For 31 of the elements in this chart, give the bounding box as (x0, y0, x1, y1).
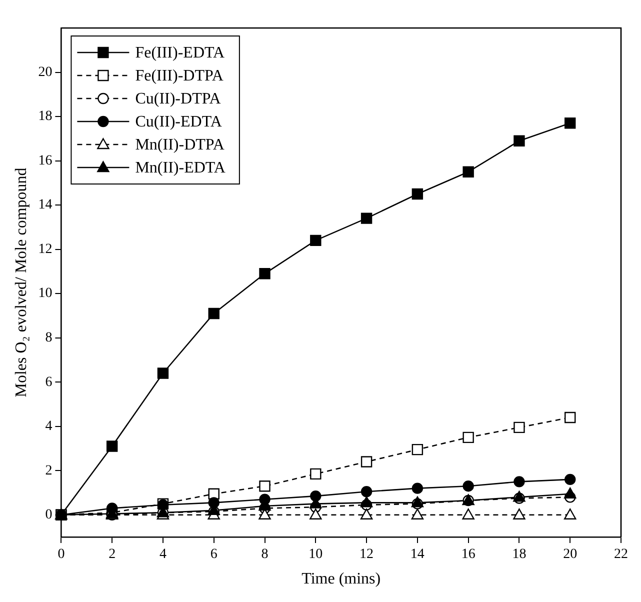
y-tick-label: 8 (45, 330, 52, 346)
y-tick-label: 10 (38, 286, 52, 302)
y-tick-label: 14 (38, 198, 52, 213)
x-tick-label: 0 (58, 547, 65, 562)
y-tick-label: 20 (38, 64, 52, 80)
x-tick-label: 8 (261, 547, 268, 562)
legend-label: Cu(II)-DTPA (135, 90, 222, 108)
legend-label: Fe(III)-DTPA (135, 68, 224, 85)
legend-label: Cu(II)-EDTA (135, 114, 222, 131)
x-tick-label: 6 (210, 547, 218, 562)
legend-label: Mn(II)-EDTA (135, 160, 226, 177)
x-tick-label: 22 (614, 547, 628, 562)
x-tick-label: 14 (410, 547, 424, 562)
x-tick-label: 16 (461, 547, 476, 562)
y-tick-label: 4 (45, 419, 52, 434)
y-tick-label: 2 (45, 463, 52, 478)
y-tick-label: 16 (38, 153, 52, 168)
y-axis-title: Moles O₂ evolved/ Mole compound (12, 168, 30, 398)
y-tick-label: 0 (45, 508, 52, 523)
x-tick-label: 4 (159, 547, 166, 562)
legend-label: Fe(III)-EDTA (135, 44, 225, 62)
x-tick-label: 12 (360, 547, 374, 562)
x-tick-label: 10 (308, 547, 323, 562)
y-tick-label: 18 (38, 109, 52, 124)
x-tick-label: 18 (512, 547, 526, 562)
x-tick-label: 2 (108, 547, 116, 562)
legend-label: Mn(II)-DTPA (135, 136, 225, 154)
y-tick-label: 6 (45, 374, 52, 390)
x-axis-title: Time (mins) (302, 570, 381, 588)
y-tick-label: 12 (38, 242, 52, 257)
x-tick-label: 20 (563, 547, 578, 562)
